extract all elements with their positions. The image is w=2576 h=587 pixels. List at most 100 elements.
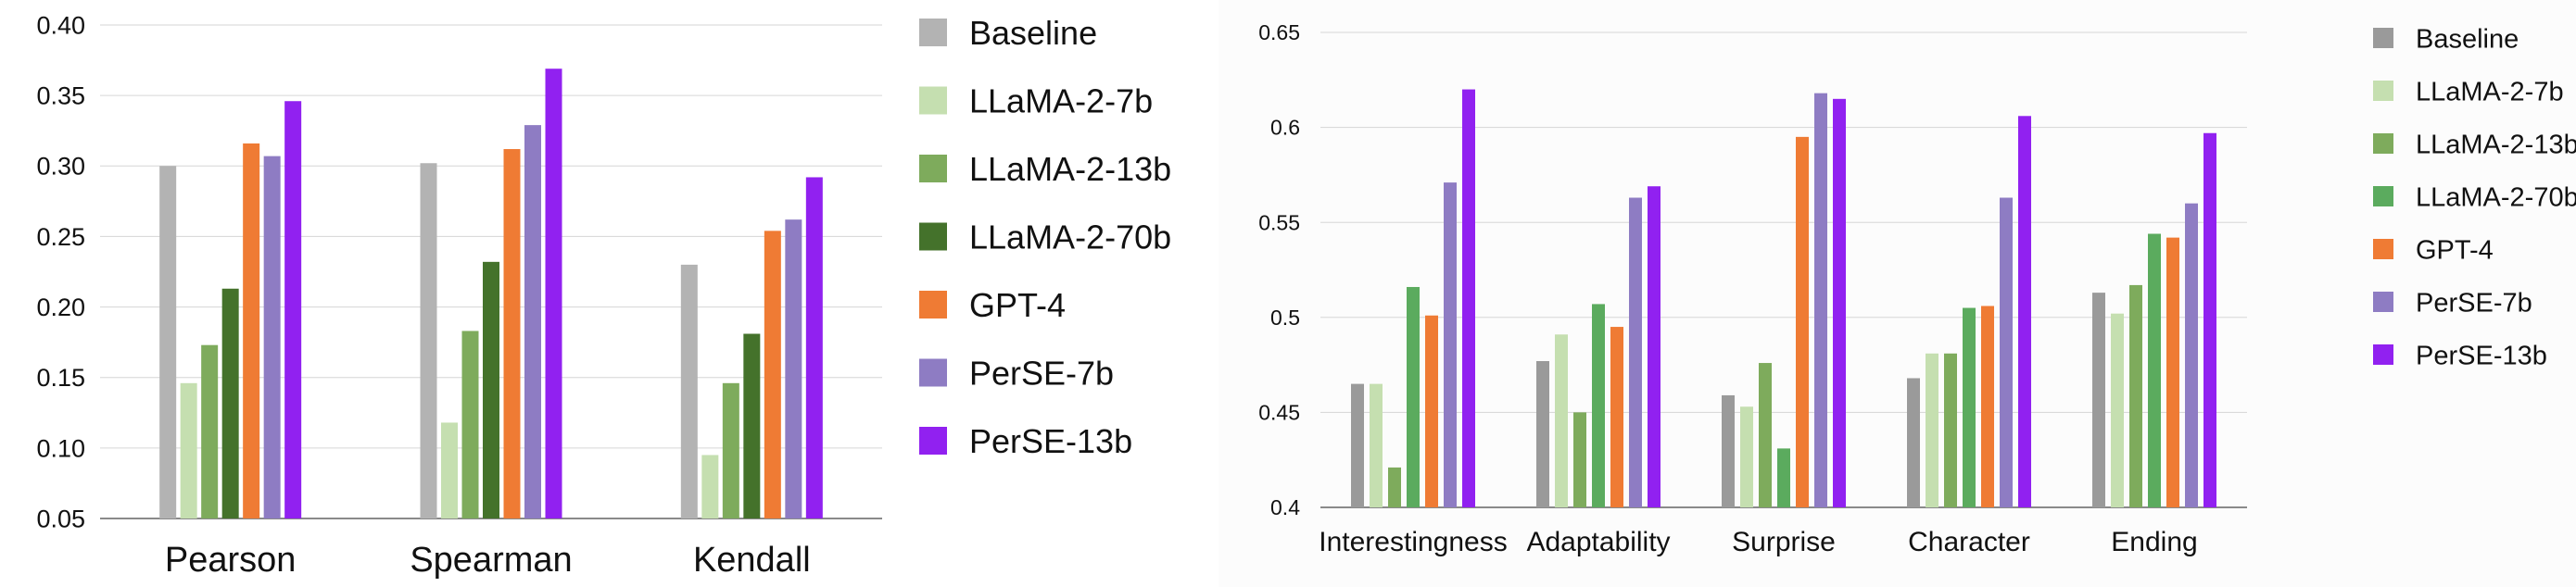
x-category-label: Character <box>1908 527 2030 557</box>
bar-baseline-interestingness <box>1351 383 1364 507</box>
bar-baseline-pearson <box>159 166 177 519</box>
bar-llama-2-70b-interestingness <box>1407 286 1420 507</box>
bar-llama-2-70b-adaptability <box>1592 304 1605 507</box>
bar-llama-2-7b-spearman <box>441 422 458 518</box>
x-category-label: Pearson <box>165 541 297 580</box>
bar-perse-13b-interestingness <box>1462 89 1475 507</box>
bar-baseline-kendall <box>680 264 698 518</box>
legend-label-llama-2-70b: LLaMA-2-70b <box>2416 182 2576 212</box>
bar-perse-7b-kendall <box>785 219 802 518</box>
bar-llama-2-13b-adaptability <box>1573 412 1586 507</box>
bar-gpt-4-character <box>1981 306 1994 507</box>
bar-gpt-4-pearson <box>243 143 260 519</box>
bar-llama-2-13b-kendall <box>722 382 739 518</box>
bar-baseline-character <box>1907 378 1920 507</box>
bar-perse-7b-character <box>2000 197 2013 508</box>
legend-swatch-llama-2-7b <box>919 86 947 115</box>
legend-swatch-perse-13b <box>919 427 947 455</box>
legend-label-gpt-4: GPT-4 <box>2416 235 2494 265</box>
y-tick-label: 0.55 <box>1258 210 1300 234</box>
legend-label-llama-2-7b: LLaMA-2-7b <box>2416 77 2564 106</box>
legend-swatch-llama-2-70b <box>2373 186 2393 206</box>
legend-label-gpt-4: GPT-4 <box>969 286 1066 324</box>
bar-llama-2-70b-spearman <box>483 261 499 518</box>
bar-llama-2-7b-surprise <box>1740 406 1753 507</box>
bar-llama-2-13b-interestingness <box>1388 467 1401 507</box>
legend-label-llama-2-13b: LLaMA-2-13b <box>2416 130 2576 159</box>
legend-swatch-llama-2-13b <box>2373 133 2393 154</box>
y-tick-label: 0.45 <box>1258 400 1300 424</box>
correlation-chart-panel: 0.05 0.10 0.15 0.20 0.25 0.30 0.35 0.40 Pearson S… <box>0 0 1205 587</box>
bar-perse-13b-pearson <box>284 101 302 518</box>
bar-llama-2-7b-kendall <box>701 455 719 518</box>
legend-label-perse-7b: PerSE-7b <box>2416 288 2532 318</box>
bar-perse-13b-spearman <box>545 69 562 519</box>
bar-gpt-4-spearman <box>503 149 521 519</box>
y-tick-label: 0.65 <box>1258 20 1300 44</box>
bar-perse-13b-adaptability <box>1648 186 1661 507</box>
bar-llama-2-7b-adaptability <box>1555 334 1568 507</box>
legend-label-baseline: Baseline <box>2416 24 2519 54</box>
y-tick-label: 0.10 <box>36 434 85 462</box>
bar-perse-7b-spearman <box>524 125 541 518</box>
bar-baseline-adaptability <box>1536 360 1549 507</box>
bar-perse-7b-surprise <box>1814 93 1827 507</box>
bar-gpt-4-surprise <box>1796 136 1809 508</box>
bar-gpt-4-ending <box>2166 237 2179 507</box>
legend-swatch-gpt-4 <box>2373 239 2393 259</box>
legend-swatch-baseline <box>2373 28 2393 48</box>
aspect-chart-panel: 0.4 0.45 0.5 0.55 0.6 0.65 Interestingness Adap… <box>1219 0 2576 587</box>
bar-llama-2-13b-spearman <box>461 331 479 518</box>
bar-baseline-ending <box>2092 293 2105 507</box>
bar-perse-13b-surprise <box>1833 98 1846 507</box>
bar-baseline-surprise <box>1722 394 1735 507</box>
bar-baseline-spearman <box>420 163 437 519</box>
bar-llama-2-7b-pearson <box>180 382 197 518</box>
x-category-label: Kendall <box>693 541 811 580</box>
legend-swatch-llama-2-70b <box>919 222 947 251</box>
legend-label-llama-2-70b: LLaMA-2-70b <box>969 218 1171 256</box>
bar-perse-7b-ending <box>2185 203 2198 507</box>
bar-perse-7b-pearson <box>263 156 281 518</box>
y-tick-label: 0.05 <box>36 505 85 532</box>
legend-swatch-llama-2-13b <box>919 155 947 182</box>
bar-llama-2-7b-character <box>1926 353 1938 507</box>
bar-perse-7b-interestingness <box>1444 182 1457 507</box>
y-tick-label: 0.6 <box>1270 116 1300 140</box>
correlation-bar-chart: 0.05 0.10 0.15 0.20 0.25 0.30 0.35 0.40 Pearson S… <box>36 11 1171 580</box>
legend-swatch-baseline <box>919 19 947 46</box>
bar-gpt-4-adaptability <box>1610 327 1623 507</box>
bar-llama-2-13b-surprise <box>1759 363 1772 507</box>
y-tick-label: 0.4 <box>1270 495 1300 519</box>
x-category-label: Adaptability <box>1526 527 1670 557</box>
bar-llama-2-13b-ending <box>2129 284 2142 507</box>
bar-perse-13b-character <box>2018 116 2031 508</box>
y-tick-label: 0.15 <box>36 364 85 392</box>
y-tick-label: 0.30 <box>36 153 85 181</box>
bar-llama-2-13b-character <box>1944 353 1957 507</box>
legend-swatch-perse-13b <box>2373 344 2393 365</box>
legend-label-perse-13b: PerSE-13b <box>969 422 1132 460</box>
bar-llama-2-70b-surprise <box>1777 448 1790 507</box>
y-tick-label: 0.25 <box>36 223 85 251</box>
legend-swatch-llama-2-7b <box>2373 81 2393 101</box>
bar-llama-2-70b-character <box>1963 307 1976 507</box>
bar-llama-2-70b-ending <box>2148 233 2161 507</box>
legend-swatch-perse-7b <box>919 358 947 387</box>
y-tick-label: 0.35 <box>36 82 85 110</box>
bar-llama-2-13b-pearson <box>201 344 219 518</box>
bar-llama-2-70b-kendall <box>743 333 761 518</box>
bar-perse-7b-adaptability <box>1629 197 1642 508</box>
x-category-label: Ending <box>2111 527 2197 557</box>
bar-gpt-4-interestingness <box>1425 315 1438 507</box>
legend-swatch-gpt-4 <box>919 291 947 318</box>
y-tick-label: 0.20 <box>36 294 85 321</box>
bar-llama-2-70b-pearson <box>221 288 239 518</box>
x-category-label: Interestingness <box>1319 527 1507 557</box>
aspect-bar-chart: 0.4 0.45 0.5 0.55 0.6 0.65 Interestingness Adap… <box>1258 20 2576 557</box>
legend-label-baseline: Baseline <box>969 14 1097 52</box>
x-category-label: Surprise <box>1732 527 1836 557</box>
bar-gpt-4-kendall <box>764 231 781 518</box>
legend-label-perse-13b: PerSE-13b <box>2416 341 2547 370</box>
